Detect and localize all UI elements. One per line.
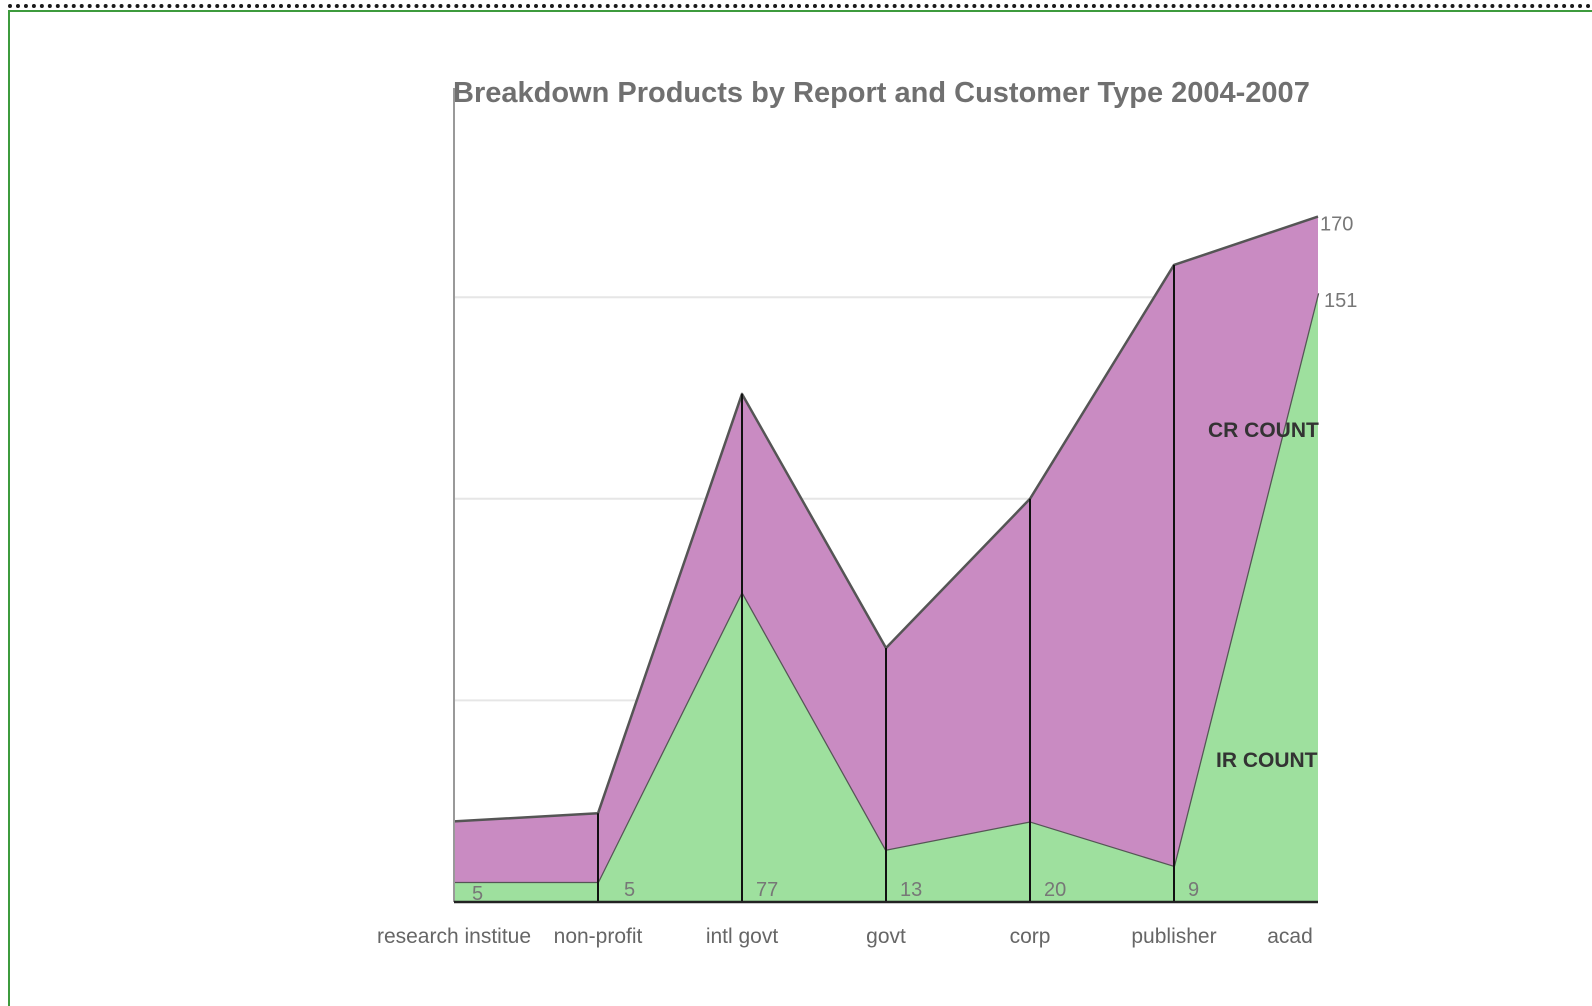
area-ir-count [454, 293, 1318, 903]
data-label-ir: 151 [1324, 290, 1357, 312]
data-label-ir: 20 [1044, 879, 1066, 901]
label-layer: research institue non-profit intl govt govt… [377, 214, 1357, 948]
divider-layer [597, 264, 1175, 902]
x-tick-label: corp [1010, 925, 1051, 948]
series-label-ir-count: IR COUNT [1216, 749, 1318, 772]
x-tick-label: non-profit [554, 925, 643, 948]
data-label-total: 170 [1320, 214, 1353, 236]
x-tick-label: publisher [1131, 925, 1216, 948]
data-label-ir: 77 [756, 879, 778, 901]
data-label-ir: 5 [472, 883, 483, 905]
axis-layer [453, 88, 1318, 904]
series-label-cr-count: CR COUNT [1208, 419, 1319, 442]
data-label-ir: 13 [900, 879, 922, 901]
x-tick-label: govt [866, 925, 906, 948]
top-dotted-rule [8, 4, 1592, 12]
x-tick-label: research institue [377, 925, 531, 948]
x-tick-label: intl govt [706, 925, 779, 948]
data-label-ir: 9 [1188, 879, 1199, 901]
x-tick-label: acad [1267, 925, 1313, 948]
data-label-ir: 5 [624, 879, 635, 901]
frame-left-border [8, 10, 10, 1006]
frame-top-border [8, 10, 1592, 12]
chart-title: Breakdown Products by Report and Custome… [453, 77, 1310, 109]
